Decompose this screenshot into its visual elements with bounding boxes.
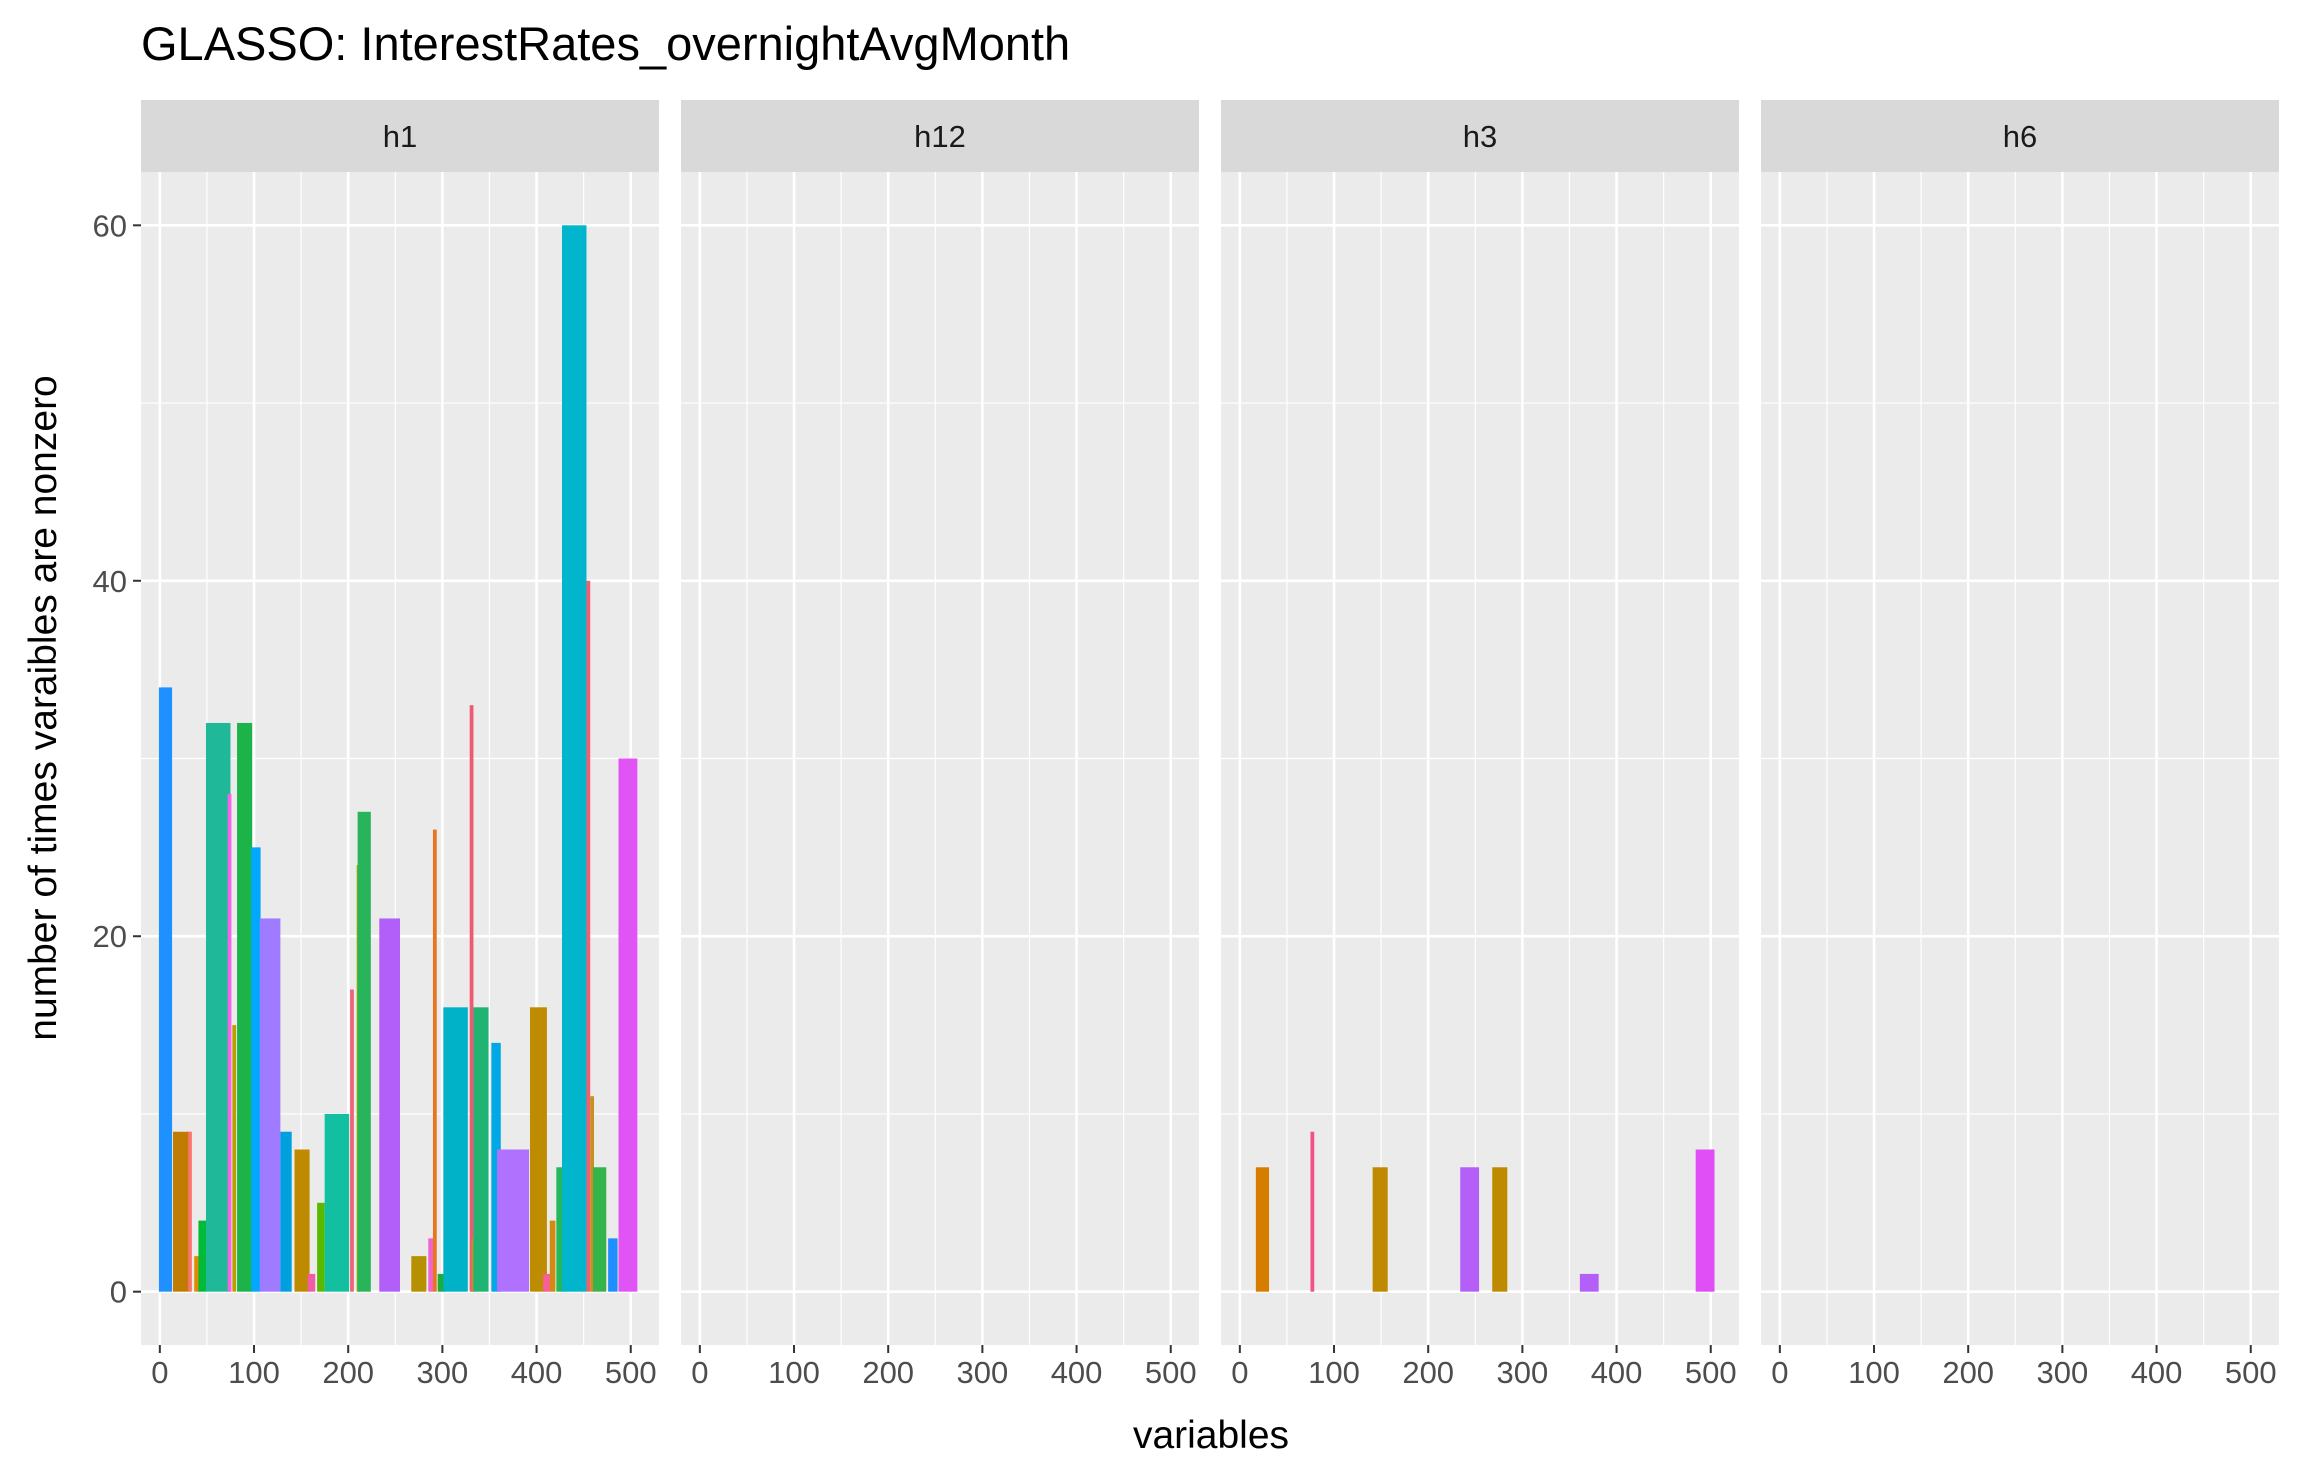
bar <box>379 918 400 1292</box>
facet-strip-label: h6 <box>2003 119 2037 154</box>
bar <box>357 811 371 1292</box>
bar <box>227 794 232 1292</box>
x-tick-label: 300 <box>2037 1355 2089 1390</box>
bar <box>549 1220 556 1292</box>
facet-strip-label: h3 <box>1463 119 1497 154</box>
facet-panel-h1: h1 0 100 200 300 400 500 <box>141 100 659 1390</box>
bar <box>529 1007 547 1292</box>
x-tick-label: 100 <box>768 1355 820 1390</box>
x-tick-label: 0 <box>1231 1355 1248 1390</box>
x-tick-label: 400 <box>511 1355 563 1390</box>
bar <box>1492 1167 1508 1292</box>
bar <box>443 1007 468 1292</box>
bar <box>198 1220 206 1292</box>
x-tick-label: 200 <box>1942 1355 1994 1390</box>
x-tick-label: 100 <box>1848 1355 1900 1390</box>
bar <box>294 1149 310 1292</box>
y-axis-title: number of times varaibles are nonzero <box>22 375 65 1041</box>
x-tick-label: 100 <box>1308 1355 1360 1390</box>
bar <box>561 225 587 1292</box>
x-tick-label: 300 <box>1497 1355 1549 1390</box>
bar <box>1579 1273 1599 1292</box>
facet-strip-label: h12 <box>914 119 966 154</box>
facet-strip-label: h1 <box>383 119 417 154</box>
facet-strip <box>681 100 1199 172</box>
x-tick-label: 0 <box>151 1355 168 1390</box>
facet-panel-h12: h12 0 100 200 300 400 500 <box>681 100 1199 1390</box>
x-tick-label: 0 <box>1771 1355 1788 1390</box>
bar <box>618 758 638 1292</box>
bar <box>280 1131 292 1292</box>
bar <box>350 989 354 1292</box>
facet-panel-h6: h6 0 100 200 300 400 500 <box>1761 100 2279 1390</box>
bar <box>437 1273 446 1292</box>
bar <box>432 829 437 1292</box>
bar <box>194 1256 199 1292</box>
bar <box>469 705 474 1292</box>
x-tick-label: 200 <box>322 1355 374 1390</box>
bar <box>188 1131 192 1292</box>
y-tick-label: 0 <box>110 1275 127 1310</box>
facet-strip <box>141 100 659 172</box>
x-tick-label: 400 <box>1591 1355 1643 1390</box>
y-axis: 0 20 40 60 <box>93 208 141 1310</box>
bar <box>251 847 261 1292</box>
bar <box>491 1042 501 1292</box>
bar <box>158 687 173 1292</box>
y-tick-label: 60 <box>93 208 127 243</box>
x-tick-label: 400 <box>2131 1355 2183 1390</box>
bar <box>307 1273 316 1292</box>
bar <box>324 1113 350 1292</box>
bar <box>473 1007 489 1292</box>
bar <box>173 1131 190 1292</box>
x-tick-label: 200 <box>862 1355 914 1390</box>
x-tick-label: 500 <box>1145 1355 1197 1390</box>
x-axis-title: variables <box>1133 1414 1289 1457</box>
x-tick-label: 100 <box>228 1355 280 1390</box>
bar <box>1310 1131 1315 1292</box>
facet-panel-h3: h3 0 100 200 300 400 500 <box>1221 100 1739 1390</box>
x-tick-label: 500 <box>2225 1355 2277 1390</box>
bar <box>1255 1167 1270 1292</box>
y-tick-label: 40 <box>93 564 127 599</box>
x-tick-label: 500 <box>1685 1355 1737 1390</box>
bar <box>593 1167 607 1292</box>
chart-title: GLASSO: InterestRates_overnightAvgMonth <box>141 17 1070 70</box>
x-tick-label: 300 <box>417 1355 469 1390</box>
bar <box>1460 1167 1480 1292</box>
bar <box>317 1202 325 1292</box>
x-tick-label: 200 <box>1402 1355 1454 1390</box>
bar <box>1372 1167 1388 1292</box>
y-tick-label: 20 <box>93 919 127 954</box>
x-tick-label: 500 <box>605 1355 657 1390</box>
x-tick-label: 400 <box>1051 1355 1103 1390</box>
bar <box>586 580 591 1292</box>
bar <box>608 1238 618 1292</box>
bar <box>497 1149 530 1292</box>
bar <box>590 1096 595 1292</box>
bar <box>1695 1149 1715 1292</box>
bar <box>232 1025 237 1292</box>
bar <box>556 1167 564 1292</box>
x-tick-label: 0 <box>691 1355 708 1390</box>
bar <box>237 722 253 1292</box>
facet-strip <box>1761 100 2279 172</box>
bar <box>259 918 281 1292</box>
bar <box>543 1273 551 1292</box>
x-tick-label: 300 <box>957 1355 1009 1390</box>
bar <box>428 1238 434 1292</box>
facet-strip <box>1221 100 1739 172</box>
bar <box>205 722 231 1292</box>
bar <box>411 1256 427 1292</box>
facet-panels: h1 0 100 200 300 400 500 h12 0 100 200 300 400 500 h3 0… <box>141 100 2279 1390</box>
